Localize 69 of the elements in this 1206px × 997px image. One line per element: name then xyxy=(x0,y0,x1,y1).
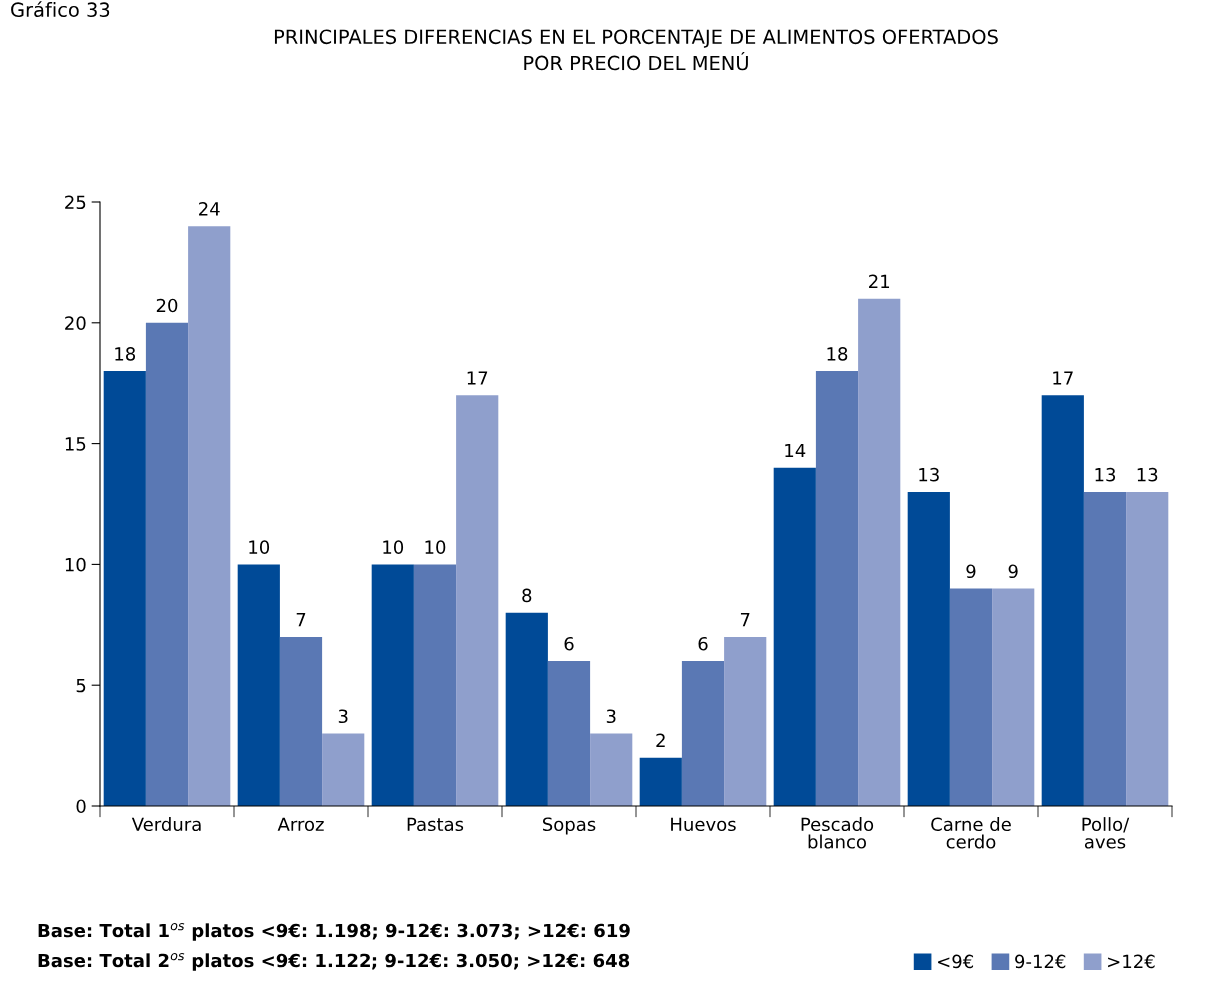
data-label: 6 xyxy=(698,636,708,651)
bar xyxy=(188,226,231,806)
text: Gráfico 33 xyxy=(11,1,110,18)
legend-label: <9€ xyxy=(938,954,974,969)
data-label: 7 xyxy=(296,613,306,627)
chart-title: PRINCIPALES DIFERENCIAS EN EL PORCENTAJE DE ALIMENTOS OFERTADOS POR PRECIO DEL MENÚ xyxy=(274,29,998,71)
bar xyxy=(815,371,859,806)
data-label: 9 xyxy=(1008,564,1018,579)
bar xyxy=(1041,395,1084,806)
y-tick-label: 10 xyxy=(65,557,86,572)
x-tick-label: Pastas xyxy=(407,817,464,832)
bar xyxy=(907,491,950,806)
bar xyxy=(639,757,682,806)
data-label: 17 xyxy=(467,371,488,385)
y-tick-label: 25 xyxy=(65,195,86,210)
bar xyxy=(681,661,725,806)
x-tick-label: Verdura xyxy=(131,817,201,832)
data-label: 18 xyxy=(115,347,136,361)
bar xyxy=(1126,491,1169,806)
data-label: 9 xyxy=(966,564,976,579)
text: Base: Total 1$^{os}$ platos <9€: 1.198; 9-12€: 3.073; >12€: 619 xyxy=(38,923,630,941)
bar xyxy=(1083,491,1127,806)
data-label: 21 xyxy=(869,274,890,288)
data-label: 2 xyxy=(656,733,665,747)
data-label: 3 xyxy=(606,709,616,724)
bar xyxy=(322,733,365,806)
bar xyxy=(103,371,146,806)
data-label: 3 xyxy=(338,709,348,724)
text: Base: Total 2$^{os}$ platos <9€: 1.122; 9-12€: 3.050; >12€: 648 xyxy=(38,953,630,971)
bar xyxy=(949,588,993,806)
bar xyxy=(237,564,280,806)
bar xyxy=(590,733,633,806)
data-label: 10 xyxy=(249,540,270,554)
legend-label: >12€ xyxy=(1108,954,1155,969)
bar xyxy=(547,661,591,806)
legend-label: 9-12€ xyxy=(1015,954,1066,969)
x-tick-label: Carne de cerdo xyxy=(931,817,1011,849)
bar xyxy=(858,298,901,806)
data-label: 24 xyxy=(199,202,220,216)
data-label: 13 xyxy=(919,467,939,482)
bar xyxy=(773,467,816,806)
x-tick-label: Pescado blanco xyxy=(801,817,874,849)
data-label: 18 xyxy=(827,347,848,361)
bar xyxy=(992,588,1035,806)
bar xyxy=(371,564,414,806)
data-label: 10 xyxy=(425,540,446,554)
x-tick-label: Pollo/ aves xyxy=(1082,817,1130,849)
bar xyxy=(505,612,548,806)
bar xyxy=(724,636,767,806)
x-tick-label: Sopas xyxy=(542,817,596,835)
bar xyxy=(456,395,499,806)
bar xyxy=(413,564,457,806)
x-tick-label: Huevos xyxy=(671,817,736,832)
data-label: 13 xyxy=(1095,467,1116,482)
data-label: 14 xyxy=(785,443,806,458)
y-tick-label: 5 xyxy=(76,678,86,693)
data-label: 17 xyxy=(1053,371,1073,385)
data-label: 6 xyxy=(564,636,574,651)
data-label: 7 xyxy=(740,613,750,627)
data-label: 13 xyxy=(1137,467,1158,482)
data-label: 20 xyxy=(156,298,178,313)
y-tick-label: 20 xyxy=(65,316,86,330)
y-tick-label: 15 xyxy=(65,437,86,451)
y-tick-label: 0 xyxy=(76,799,86,814)
bar xyxy=(145,322,189,806)
x-tick-label: Arroz xyxy=(277,817,324,832)
data-label: 8 xyxy=(522,588,532,603)
data-label: 10 xyxy=(383,540,404,554)
bar xyxy=(279,636,323,806)
